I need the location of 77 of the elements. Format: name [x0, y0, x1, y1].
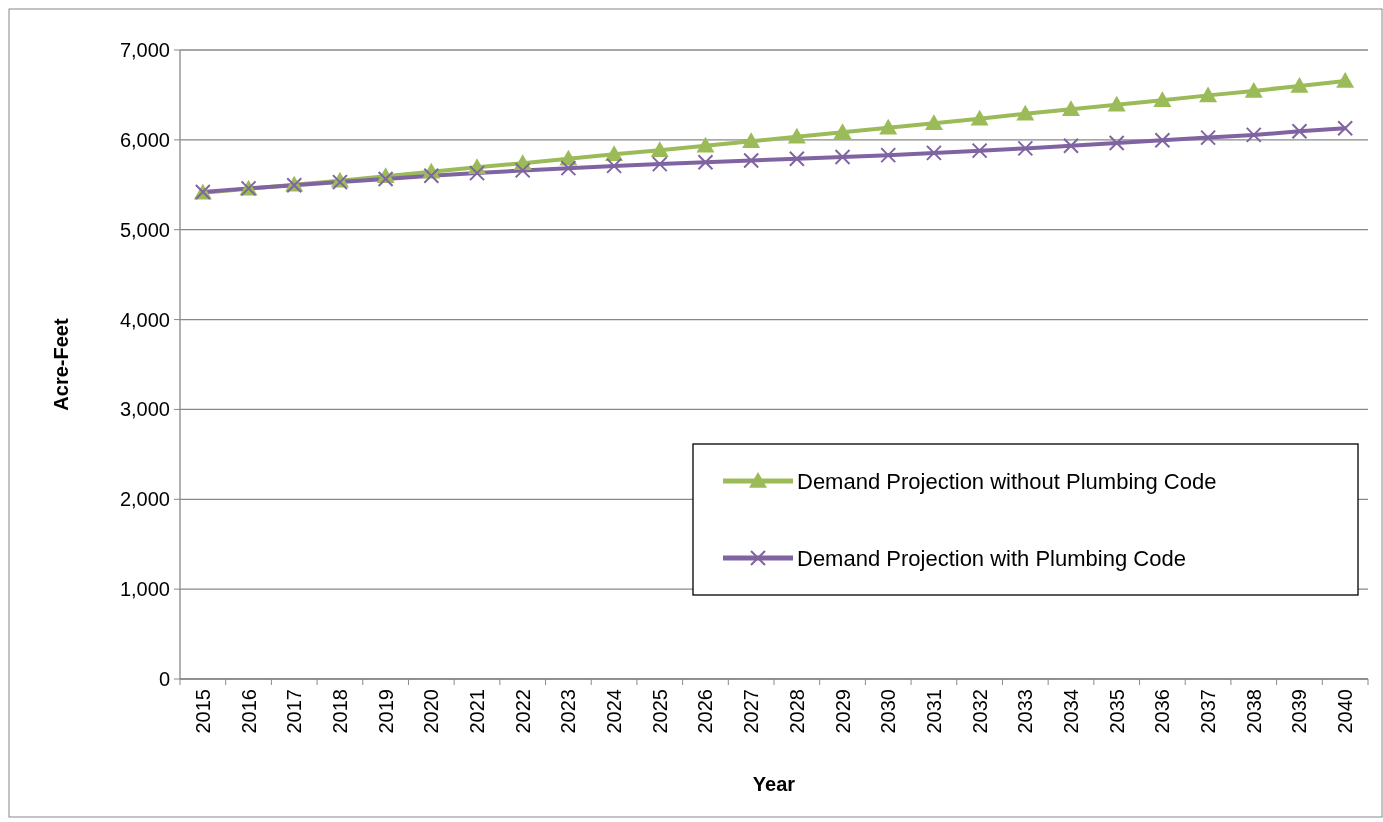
point: [1199, 86, 1218, 103]
point: [970, 109, 989, 126]
y-tick-label: 6,000: [119, 128, 170, 151]
point: [1062, 100, 1080, 117]
point: [377, 170, 394, 187]
point: [696, 136, 715, 153]
point: [924, 114, 943, 130]
point: [925, 144, 942, 161]
y-tick-label: 0: [158, 668, 170, 690]
point: [1016, 104, 1035, 121]
x-tick-label: 2022: [511, 689, 534, 734]
point: [834, 148, 851, 165]
point: [560, 160, 577, 177]
x-axis-title: Year: [752, 773, 796, 795]
point: [423, 167, 440, 184]
y-tick-label: 4,000: [119, 308, 170, 331]
point: [605, 145, 624, 161]
x-tick-label: 2020: [420, 689, 443, 734]
x-tick-label: 2035: [1105, 689, 1128, 734]
y-tick-label: 1,000: [119, 578, 170, 601]
x-tick-label: 2026: [694, 689, 717, 734]
point: [743, 152, 760, 169]
x-tick-label: 2019: [374, 689, 397, 734]
y-tick-label: 3,000: [119, 398, 170, 421]
x-tick-label: 2017: [283, 689, 306, 734]
y-tick-label: 5,000: [119, 218, 170, 241]
x-tick-label: 2021: [466, 689, 488, 734]
x-tick-label: 2015: [191, 689, 214, 734]
point: [1153, 91, 1172, 108]
legend-label: Demand Projection without Plumbing Code: [797, 468, 1217, 494]
point: [833, 123, 852, 139]
point: [469, 165, 485, 182]
x-tick-label: 2025: [648, 689, 671, 734]
point: [1245, 126, 1262, 143]
x-tick-label: 2037: [1197, 689, 1220, 734]
y-tick-label: 7,000: [119, 39, 170, 61]
point: [1244, 81, 1263, 98]
x-tick-label: 2023: [557, 689, 580, 734]
x-tick-label: 2024: [603, 689, 626, 734]
point: [697, 154, 714, 171]
x-tick-label: 2016: [237, 689, 260, 734]
point: [787, 127, 806, 144]
x-tick-label: 2033: [1014, 689, 1037, 734]
y-tick-label: 2,000: [119, 488, 170, 511]
x-tick-label: 2031: [922, 689, 945, 734]
x-tick-label: 2040: [1334, 689, 1357, 734]
point: [879, 118, 898, 135]
point: [1154, 132, 1171, 149]
point: [606, 157, 623, 174]
x-tick-label: 2039: [1288, 689, 1311, 734]
point: [788, 150, 805, 167]
point: [1063, 137, 1079, 154]
x-tick-label: 2030: [877, 689, 900, 734]
point: [1337, 120, 1354, 137]
point: [880, 147, 897, 164]
legend-label: Demand Projection with Plumbing Code: [797, 545, 1186, 571]
x-tick-label: 2018: [328, 689, 351, 734]
point: [971, 142, 988, 159]
point: [1107, 95, 1126, 112]
point: [1290, 76, 1309, 93]
point: [1200, 129, 1217, 146]
x-tick-label: 2027: [740, 689, 763, 734]
x-tick-label: 2028: [785, 689, 808, 734]
x-tick-label: 2032: [968, 689, 991, 734]
x-tick-label: 2036: [1151, 689, 1174, 734]
x-tick-label: 2038: [1242, 689, 1265, 734]
point: [742, 132, 761, 148]
y-axis-title: Acre-Feet: [50, 318, 72, 411]
point: [1291, 123, 1308, 140]
point: [651, 156, 668, 173]
point: [650, 141, 669, 157]
point: [1017, 140, 1034, 157]
point: [1108, 135, 1125, 151]
point: [514, 162, 531, 179]
x-tick-label: 2029: [831, 689, 854, 734]
point: [1336, 72, 1355, 88]
x-tick-label: 2034: [1060, 689, 1082, 734]
